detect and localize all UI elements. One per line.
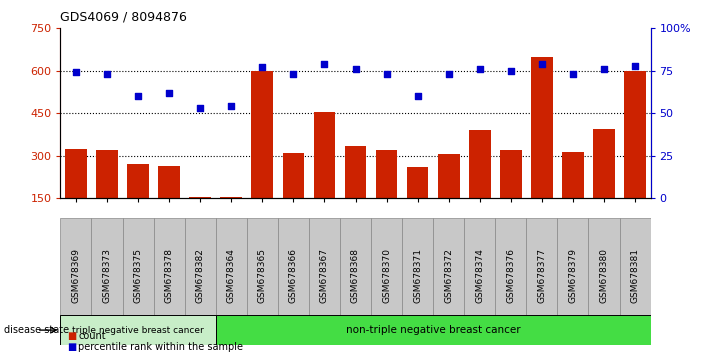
Point [319,61,330,67]
Text: triple negative breast cancer: triple negative breast cancer [73,326,204,335]
Point [132,93,144,99]
Text: GSM678375: GSM678375 [134,248,143,303]
Bar [189,197,211,198]
Point [164,90,175,96]
Bar [593,129,615,198]
Text: count: count [78,331,106,341]
Point [505,68,516,74]
FancyBboxPatch shape [340,218,371,333]
Bar [531,57,552,198]
FancyBboxPatch shape [464,218,496,333]
Bar [314,112,336,198]
Text: GSM678365: GSM678365 [258,248,267,303]
FancyBboxPatch shape [278,218,309,333]
Text: GSM678378: GSM678378 [165,248,173,303]
Text: GSM678366: GSM678366 [289,248,298,303]
Text: GSM678372: GSM678372 [444,248,453,303]
Text: ■: ■ [68,342,77,352]
FancyBboxPatch shape [589,218,619,333]
Text: GSM678368: GSM678368 [351,248,360,303]
Text: disease state: disease state [4,325,69,335]
FancyBboxPatch shape [557,218,589,333]
Point [288,72,299,77]
Bar [282,153,304,198]
FancyBboxPatch shape [60,218,92,333]
Bar [438,154,459,198]
Bar [375,150,397,198]
Text: GSM678370: GSM678370 [382,248,391,303]
Text: GSM678371: GSM678371 [413,248,422,303]
FancyBboxPatch shape [526,218,557,333]
Point [102,72,113,77]
FancyBboxPatch shape [371,218,402,333]
Bar [345,146,366,198]
Point [195,105,206,111]
FancyBboxPatch shape [247,218,278,333]
Text: GDS4069 / 8094876: GDS4069 / 8094876 [60,11,187,24]
Point [412,93,423,99]
Text: GSM678367: GSM678367 [320,248,329,303]
FancyBboxPatch shape [60,315,215,345]
Bar [252,71,273,198]
Point [598,66,609,72]
Bar [159,166,180,198]
Text: GSM678376: GSM678376 [506,248,515,303]
Point [225,104,237,109]
Text: GSM678373: GSM678373 [102,248,112,303]
Point [567,72,579,77]
Text: percentile rank within the sample: percentile rank within the sample [78,342,243,352]
FancyBboxPatch shape [215,218,247,333]
Point [70,70,82,75]
Bar [220,197,242,198]
Text: GSM678374: GSM678374 [475,248,484,303]
Point [381,72,392,77]
Bar [96,150,118,198]
Bar [65,149,87,198]
Text: GSM678381: GSM678381 [631,248,639,303]
Text: ■: ■ [68,331,77,341]
Text: GSM678379: GSM678379 [568,248,577,303]
Bar [500,150,522,198]
Text: GSM678369: GSM678369 [72,248,80,303]
Point [350,66,361,72]
FancyBboxPatch shape [619,218,651,333]
FancyBboxPatch shape [215,315,651,345]
FancyBboxPatch shape [154,218,185,333]
FancyBboxPatch shape [122,218,154,333]
Text: GSM678382: GSM678382 [196,248,205,303]
Text: non-triple negative breast cancer: non-triple negative breast cancer [346,325,520,335]
FancyBboxPatch shape [309,218,340,333]
Point [474,66,486,72]
Point [536,61,547,67]
Text: GSM678377: GSM678377 [538,248,546,303]
FancyBboxPatch shape [402,218,433,333]
Text: GSM678364: GSM678364 [227,248,236,303]
Bar [127,164,149,198]
FancyBboxPatch shape [496,218,526,333]
Point [443,72,454,77]
Bar [407,167,429,198]
Text: GSM678380: GSM678380 [599,248,609,303]
Bar [562,152,584,198]
Bar [624,71,646,198]
Point [257,64,268,70]
FancyBboxPatch shape [185,218,215,333]
Point [629,63,641,69]
Bar [469,130,491,198]
FancyBboxPatch shape [433,218,464,333]
FancyBboxPatch shape [92,218,122,333]
